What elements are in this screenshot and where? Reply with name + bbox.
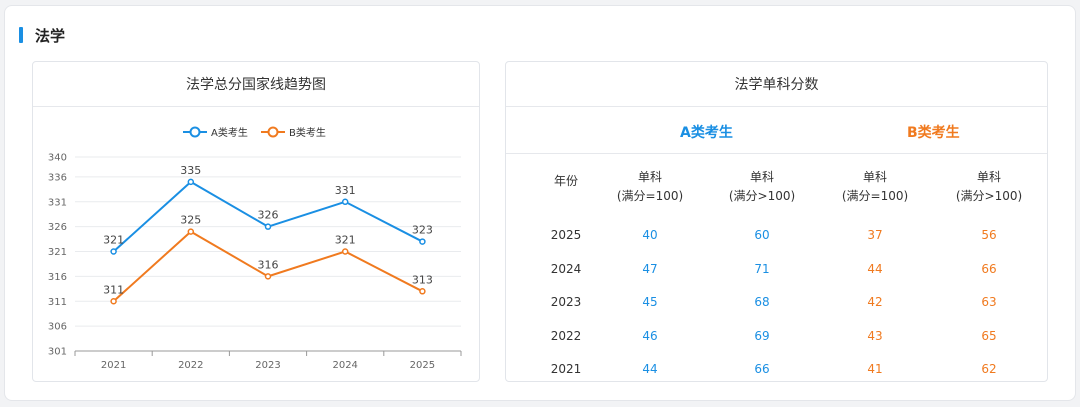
data-label: 331 — [335, 184, 356, 197]
table-cell-b-low: 44 — [867, 262, 883, 276]
data-point[interactable] — [264, 273, 272, 280]
table-cell-a-high: 60 — [754, 228, 770, 242]
y-tick-label: 321 — [48, 247, 67, 258]
table-cell-a-low: 45 — [642, 295, 658, 309]
column-header-a-low: 单科 (满分=100) — [594, 168, 706, 206]
table-cell-b-low: 41 — [867, 362, 883, 376]
column-header-line: (满分=100) — [841, 189, 909, 203]
table-cell-year: 2024 — [550, 262, 582, 276]
data-label: 311 — [103, 283, 124, 296]
legend-item[interactable]: B类考生 — [261, 126, 326, 139]
y-tick-label: 316 — [48, 272, 67, 283]
data-point[interactable] — [419, 288, 426, 295]
trend-line-chart: A类考生 B类考生 301 306 311 316 321 326 331 336 340 202… — [48, 126, 462, 371]
table-cell-a-high: 71 — [754, 262, 770, 276]
table-cell-a-high: 66 — [754, 362, 770, 376]
x-tick-label: 2021 — [101, 360, 126, 371]
data-label: 321 — [103, 234, 124, 247]
data-point[interactable] — [341, 248, 349, 255]
x-tick-label: 2024 — [332, 360, 357, 371]
legend-item[interactable]: A类考生 — [183, 126, 248, 139]
table-cell-b-high: 66 — [981, 262, 997, 276]
data-label: 323 — [412, 224, 433, 237]
group-b-label: B类考生 — [907, 125, 960, 141]
trend-chart-card: 法学总分国家线趋势图 A类考生 B类考生 301 306 311 316 321 326 33… — [32, 61, 480, 382]
section-header: 法学 — [19, 24, 65, 46]
data-label: 313 — [412, 273, 433, 286]
y-tick-label: 301 — [48, 347, 67, 358]
group-header-row: A类考生 B类考生 — [506, 107, 1047, 154]
legend-swatch-marker — [189, 126, 201, 138]
table-cell-year: 2025 — [550, 228, 582, 242]
x-tick-label: 2023 — [255, 360, 280, 371]
score-table-card: 法学单科分数 A类考生 B类考生 年份 单科 (满分=100) 单科 (满分>100) 单… — [505, 61, 1048, 382]
series-a: 321 335 326 331 323 — [103, 164, 433, 255]
table-cell-a-low: 40 — [642, 228, 658, 242]
x-tick-label: 2022 — [178, 360, 203, 371]
table-cell-b-high: 56 — [981, 228, 997, 242]
data-point[interactable] — [341, 198, 349, 206]
data-label: 316 — [258, 258, 279, 271]
column-header-line: 单科 — [976, 170, 1001, 184]
y-tick-label: 326 — [48, 222, 67, 233]
y-tick-label: 340 — [48, 153, 67, 164]
y-tick-label: 306 — [48, 322, 67, 333]
chart-legend: A类考生 B类考生 — [183, 126, 326, 139]
column-header-b-low: 单科 (满分=100) — [819, 168, 931, 206]
column-header-line: (满分>100) — [728, 189, 796, 203]
data-label: 326 — [258, 209, 279, 222]
legend-label: B类考生 — [289, 126, 326, 139]
data-label: 321 — [335, 234, 356, 247]
table-cell-b-high: 62 — [981, 362, 997, 376]
legend-swatch-marker — [267, 126, 279, 138]
table-cell-a-high: 69 — [754, 329, 770, 343]
table-cell-a-high: 68 — [754, 295, 770, 309]
data-point[interactable] — [187, 178, 195, 186]
table-cell-year: 2023 — [550, 295, 582, 309]
group-a-label: A类考生 — [680, 125, 733, 141]
y-axis-ticks: 301 306 311 316 321 326 331 336 340 — [48, 153, 67, 358]
subject-panel: 法学 法学总分国家线趋势图 A类考生 B类考生 301 306 311 316 321 32… — [4, 5, 1076, 401]
data-point[interactable] — [419, 238, 426, 245]
column-header-line: (满分=100) — [616, 189, 684, 203]
table-cell-a-low: 46 — [642, 329, 658, 343]
data-point[interactable] — [110, 248, 117, 255]
section-accent-bar — [19, 27, 23, 43]
table-cell-b-low: 43 — [867, 329, 883, 343]
chart-grid — [75, 156, 461, 352]
data-point[interactable] — [110, 298, 117, 305]
column-header-year: 年份 — [553, 174, 578, 188]
data-point[interactable] — [187, 228, 195, 235]
table-cell-a-low: 47 — [642, 262, 658, 276]
score-table-title: 法学单科分数 — [506, 62, 1047, 107]
column-header-line: 单科 — [862, 170, 887, 184]
x-axis: 2021 2022 2023 2024 2025 — [74, 350, 462, 371]
column-header-line: 单科 — [637, 170, 662, 184]
section-title: 法学 — [35, 26, 66, 45]
column-header-b-high: 单科 (满分>100) — [933, 168, 1045, 206]
y-tick-label: 311 — [48, 297, 67, 308]
table-cell-year: 2022 — [550, 329, 582, 343]
table-cell-b-high: 65 — [981, 329, 997, 343]
data-label: 335 — [180, 164, 201, 177]
data-point[interactable] — [264, 223, 272, 230]
x-tick-label: 2025 — [410, 360, 435, 371]
data-label: 325 — [180, 214, 201, 227]
table-cell-b-low: 37 — [867, 228, 883, 242]
table-cell-year: 2021 — [550, 362, 582, 376]
table-cell-a-low: 44 — [642, 362, 658, 376]
series-b: 311 325 316 321 313 — [103, 214, 433, 305]
legend-label: A类考生 — [211, 126, 248, 139]
chart-series: 321 335 326 331 323 311 325 316 321 313 — [103, 164, 433, 305]
trend-chart-title: 法学总分国家线趋势图 — [33, 62, 479, 107]
table-cell-b-low: 42 — [867, 295, 883, 309]
y-tick-label: 336 — [48, 172, 67, 183]
table-cell-b-high: 63 — [981, 295, 997, 309]
column-header-line: (满分>100) — [955, 189, 1023, 203]
column-header-line: 单科 — [749, 170, 774, 184]
column-header-a-high: 单科 (满分>100) — [706, 168, 818, 206]
y-tick-label: 331 — [48, 197, 67, 208]
